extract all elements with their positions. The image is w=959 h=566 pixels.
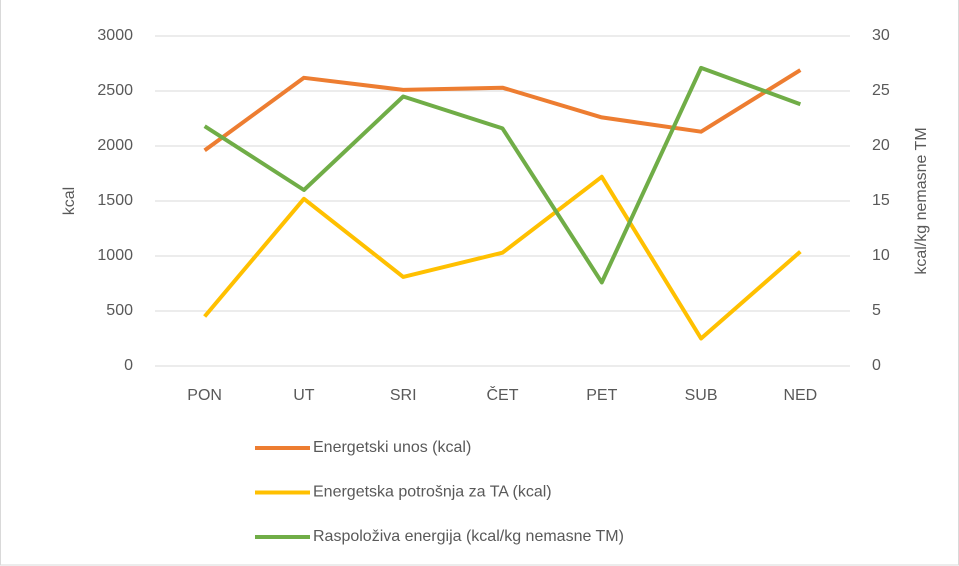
y-tick-label: 500 <box>106 302 133 319</box>
y-tick-label: 1000 <box>97 247 133 264</box>
data-line <box>203 65 802 285</box>
legend-label: Energetska potrošnja za TA (kcal) <box>313 484 552 501</box>
data-line <box>203 174 802 341</box>
y2-tick-label: 20 <box>872 137 890 154</box>
legend-label: Energetski unos (kcal) <box>313 439 471 456</box>
y-tick-label: 2500 <box>97 82 133 99</box>
x-tick-label: SRI <box>390 387 417 404</box>
y2-axis-label: kcal/kg nemasne TM <box>913 127 930 274</box>
x-tick-label: SUB <box>685 387 718 404</box>
y2-tick-label: 15 <box>872 192 890 209</box>
legend-label: Raspoloživa energija (kcal/kg nemasne TM… <box>313 528 624 545</box>
x-tick-label: UT <box>293 387 315 404</box>
data-line <box>203 68 802 153</box>
y-tick-label: 2000 <box>97 137 133 154</box>
y2-tick-label: 10 <box>872 247 890 264</box>
x-tick-label: PON <box>187 387 222 404</box>
y-axis-label: kcal <box>61 187 78 215</box>
y2-tick-label: 5 <box>872 302 881 319</box>
y2-tick-label: 25 <box>872 82 890 99</box>
y2-tick-label: 0 <box>872 357 881 374</box>
x-tick-label: NED <box>783 387 817 404</box>
y-tick-label: 1500 <box>97 192 133 209</box>
x-tick-label: ČET <box>487 385 519 404</box>
y-tick-label: 0 <box>124 357 133 374</box>
x-tick-label: PET <box>586 387 617 404</box>
y-tick-label: 3000 <box>97 27 133 44</box>
y2-tick-label: 30 <box>872 27 890 44</box>
